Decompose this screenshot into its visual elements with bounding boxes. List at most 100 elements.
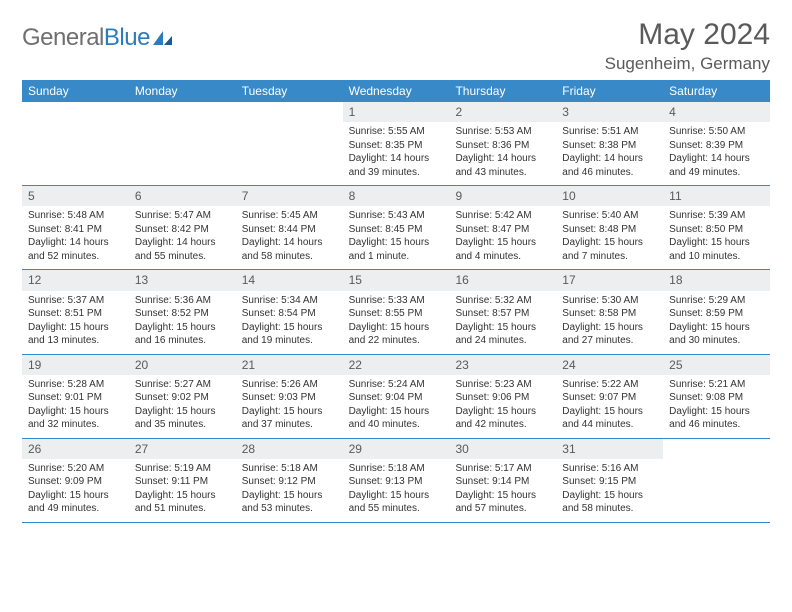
sunrise-text: Sunrise: 5:30 AM bbox=[562, 294, 657, 308]
sunrise-text: Sunrise: 5:55 AM bbox=[349, 125, 444, 139]
day-cell: 17Sunrise: 5:30 AMSunset: 8:58 PMDayligh… bbox=[556, 270, 663, 353]
day-header: Tuesday bbox=[236, 80, 343, 102]
weeks-container: 1Sunrise: 5:55 AMSunset: 8:35 PMDaylight… bbox=[22, 102, 770, 523]
daylight-line1: Daylight: 15 hours bbox=[135, 489, 230, 503]
day-number: 18 bbox=[663, 270, 770, 290]
sunset-text: Sunset: 8:45 PM bbox=[349, 223, 444, 237]
week-row: 26Sunrise: 5:20 AMSunset: 9:09 PMDayligh… bbox=[22, 439, 770, 523]
sunset-text: Sunset: 9:11 PM bbox=[135, 475, 230, 489]
sunrise-text: Sunrise: 5:23 AM bbox=[455, 378, 550, 392]
daylight-line2: and 30 minutes. bbox=[669, 334, 764, 348]
daylight-line2: and 35 minutes. bbox=[135, 418, 230, 432]
daylight-line2: and 55 minutes. bbox=[135, 250, 230, 264]
day-cell: 10Sunrise: 5:40 AMSunset: 8:48 PMDayligh… bbox=[556, 186, 663, 269]
day-number: 31 bbox=[556, 439, 663, 459]
sunrise-text: Sunrise: 5:19 AM bbox=[135, 462, 230, 476]
sunrise-text: Sunrise: 5:39 AM bbox=[669, 209, 764, 223]
day-number: 9 bbox=[449, 186, 556, 206]
day-cell: 14Sunrise: 5:34 AMSunset: 8:54 PMDayligh… bbox=[236, 270, 343, 353]
daylight-line2: and 51 minutes. bbox=[135, 502, 230, 516]
day-body: Sunrise: 5:33 AMSunset: 8:55 PMDaylight:… bbox=[343, 291, 450, 354]
sunset-text: Sunset: 8:36 PM bbox=[455, 139, 550, 153]
day-cell: 4Sunrise: 5:50 AMSunset: 8:39 PMDaylight… bbox=[663, 102, 770, 185]
title-block: May 2024 Sugenheim, Germany bbox=[605, 18, 770, 74]
sunset-text: Sunset: 8:58 PM bbox=[562, 307, 657, 321]
sunrise-text: Sunrise: 5:40 AM bbox=[562, 209, 657, 223]
sunset-text: Sunset: 8:44 PM bbox=[242, 223, 337, 237]
sunset-text: Sunset: 9:14 PM bbox=[455, 475, 550, 489]
daylight-line2: and 44 minutes. bbox=[562, 418, 657, 432]
daylight-line1: Daylight: 15 hours bbox=[455, 321, 550, 335]
sunset-text: Sunset: 8:50 PM bbox=[669, 223, 764, 237]
daylight-line2: and 49 minutes. bbox=[669, 166, 764, 180]
day-body: Sunrise: 5:42 AMSunset: 8:47 PMDaylight:… bbox=[449, 206, 556, 269]
logo-text-blue: Blue bbox=[104, 24, 150, 51]
day-cell: 13Sunrise: 5:36 AMSunset: 8:52 PMDayligh… bbox=[129, 270, 236, 353]
day-body: Sunrise: 5:48 AMSunset: 8:41 PMDaylight:… bbox=[22, 206, 129, 269]
sunrise-text: Sunrise: 5:45 AM bbox=[242, 209, 337, 223]
sunset-text: Sunset: 9:09 PM bbox=[28, 475, 123, 489]
day-body: Sunrise: 5:17 AMSunset: 9:14 PMDaylight:… bbox=[449, 459, 556, 522]
day-body: Sunrise: 5:24 AMSunset: 9:04 PMDaylight:… bbox=[343, 375, 450, 438]
day-cell: 15Sunrise: 5:33 AMSunset: 8:55 PMDayligh… bbox=[343, 270, 450, 353]
day-body: Sunrise: 5:19 AMSunset: 9:11 PMDaylight:… bbox=[129, 459, 236, 522]
sunrise-text: Sunrise: 5:37 AM bbox=[28, 294, 123, 308]
day-body: Sunrise: 5:27 AMSunset: 9:02 PMDaylight:… bbox=[129, 375, 236, 438]
day-cell: 12Sunrise: 5:37 AMSunset: 8:51 PMDayligh… bbox=[22, 270, 129, 353]
sunset-text: Sunset: 8:55 PM bbox=[349, 307, 444, 321]
daylight-line2: and 22 minutes. bbox=[349, 334, 444, 348]
daylight-line1: Daylight: 14 hours bbox=[349, 152, 444, 166]
sunrise-text: Sunrise: 5:47 AM bbox=[135, 209, 230, 223]
day-cell bbox=[22, 102, 129, 185]
sunrise-text: Sunrise: 5:22 AM bbox=[562, 378, 657, 392]
daylight-line1: Daylight: 15 hours bbox=[562, 236, 657, 250]
day-cell: 28Sunrise: 5:18 AMSunset: 9:12 PMDayligh… bbox=[236, 439, 343, 522]
sunrise-text: Sunrise: 5:17 AM bbox=[455, 462, 550, 476]
day-body: Sunrise: 5:21 AMSunset: 9:08 PMDaylight:… bbox=[663, 375, 770, 438]
sunrise-text: Sunrise: 5:24 AM bbox=[349, 378, 444, 392]
sunset-text: Sunset: 9:08 PM bbox=[669, 391, 764, 405]
day-header-row: SundayMondayTuesdayWednesdayThursdayFrid… bbox=[22, 80, 770, 102]
day-number: 30 bbox=[449, 439, 556, 459]
daylight-line1: Daylight: 15 hours bbox=[349, 405, 444, 419]
sunset-text: Sunset: 9:01 PM bbox=[28, 391, 123, 405]
daylight-line2: and 19 minutes. bbox=[242, 334, 337, 348]
day-cell bbox=[129, 102, 236, 185]
day-number: 16 bbox=[449, 270, 556, 290]
sunrise-text: Sunrise: 5:50 AM bbox=[669, 125, 764, 139]
daylight-line2: and 1 minute. bbox=[349, 250, 444, 264]
sunset-text: Sunset: 8:47 PM bbox=[455, 223, 550, 237]
daylight-line1: Daylight: 15 hours bbox=[349, 321, 444, 335]
sunrise-text: Sunrise: 5:18 AM bbox=[242, 462, 337, 476]
day-body: Sunrise: 5:47 AMSunset: 8:42 PMDaylight:… bbox=[129, 206, 236, 269]
day-cell: 8Sunrise: 5:43 AMSunset: 8:45 PMDaylight… bbox=[343, 186, 450, 269]
daylight-line2: and 24 minutes. bbox=[455, 334, 550, 348]
daylight-line2: and 46 minutes. bbox=[669, 418, 764, 432]
day-header: Monday bbox=[129, 80, 236, 102]
sunset-text: Sunset: 9:03 PM bbox=[242, 391, 337, 405]
daylight-line1: Daylight: 15 hours bbox=[349, 236, 444, 250]
daylight-line2: and 39 minutes. bbox=[349, 166, 444, 180]
logo-text: GeneralBlue bbox=[22, 24, 150, 52]
day-cell: 22Sunrise: 5:24 AMSunset: 9:04 PMDayligh… bbox=[343, 355, 450, 438]
day-cell: 29Sunrise: 5:18 AMSunset: 9:13 PMDayligh… bbox=[343, 439, 450, 522]
day-body: Sunrise: 5:22 AMSunset: 9:07 PMDaylight:… bbox=[556, 375, 663, 438]
day-number: 1 bbox=[343, 102, 450, 122]
sunrise-text: Sunrise: 5:48 AM bbox=[28, 209, 123, 223]
day-number: 6 bbox=[129, 186, 236, 206]
day-cell: 2Sunrise: 5:53 AMSunset: 8:36 PMDaylight… bbox=[449, 102, 556, 185]
day-cell: 19Sunrise: 5:28 AMSunset: 9:01 PMDayligh… bbox=[22, 355, 129, 438]
day-cell: 6Sunrise: 5:47 AMSunset: 8:42 PMDaylight… bbox=[129, 186, 236, 269]
day-body: Sunrise: 5:34 AMSunset: 8:54 PMDaylight:… bbox=[236, 291, 343, 354]
day-cell: 7Sunrise: 5:45 AMSunset: 8:44 PMDaylight… bbox=[236, 186, 343, 269]
sunrise-text: Sunrise: 5:51 AM bbox=[562, 125, 657, 139]
day-header: Wednesday bbox=[343, 80, 450, 102]
daylight-line1: Daylight: 15 hours bbox=[242, 489, 337, 503]
daylight-line2: and 58 minutes. bbox=[242, 250, 337, 264]
day-cell: 20Sunrise: 5:27 AMSunset: 9:02 PMDayligh… bbox=[129, 355, 236, 438]
day-cell: 30Sunrise: 5:17 AMSunset: 9:14 PMDayligh… bbox=[449, 439, 556, 522]
daylight-line1: Daylight: 15 hours bbox=[28, 321, 123, 335]
daylight-line2: and 43 minutes. bbox=[455, 166, 550, 180]
calendar-page: GeneralBlue May 2024 Sugenheim, Germany … bbox=[0, 0, 792, 523]
daylight-line2: and 57 minutes. bbox=[455, 502, 550, 516]
